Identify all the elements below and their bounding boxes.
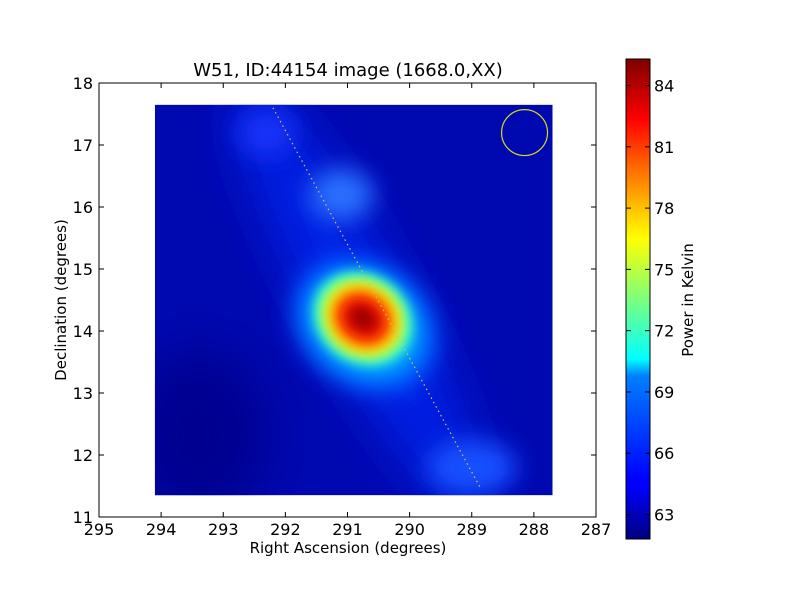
x-tick-label: 293 <box>208 520 239 539</box>
colorbar-tick-label: 81 <box>654 138 674 157</box>
colorbar-label: Power in Kelvin <box>679 243 697 357</box>
x-tick-label: 291 <box>332 520 363 539</box>
x-tick-label: 289 <box>456 520 487 539</box>
colorbar-tick-label: 75 <box>654 260 674 279</box>
x-tick-label: 294 <box>146 520 177 539</box>
y-tick-label: 11 <box>73 508 93 527</box>
y-axis: 11 12 13 14 15 16 17 18 <box>73 74 596 527</box>
colorbar-scale <box>625 58 651 540</box>
colorbar-tick-label: 66 <box>654 444 674 463</box>
colorbar-tick-label: 72 <box>654 322 674 341</box>
x-axis: 295 294 293 292 291 290 289 288 287 <box>84 83 612 539</box>
x-axis-label: Right Ascension (degrees) <box>250 539 447 557</box>
y-tick-label: 13 <box>73 384 93 403</box>
y-tick-label: 16 <box>73 198 93 217</box>
y-tick-label: 14 <box>73 322 93 341</box>
beam-circle <box>500 109 549 157</box>
colorbar-tick-label: 69 <box>654 383 674 402</box>
x-tick-label: 287 <box>581 520 612 539</box>
y-tick-label: 18 <box>73 74 93 93</box>
y-axis-label: Declination (degrees) <box>52 219 70 381</box>
x-tick-label: 288 <box>519 520 550 539</box>
colorbar: 63 66 69 72 75 78 81 84 Power in Kelvin <box>625 58 697 540</box>
y-tick-label: 17 <box>73 136 93 155</box>
colorbar-tick-label: 78 <box>654 199 674 218</box>
colorbar-tick-label: 63 <box>654 505 674 524</box>
y-tick-label: 12 <box>73 446 93 465</box>
x-tick-label: 292 <box>270 520 301 539</box>
x-tick-label: 295 <box>84 520 115 539</box>
chart-title: W51, ID:44154 image (1668.0,XX) <box>193 60 503 81</box>
heatmap-image <box>154 104 553 496</box>
colorbar-tick-label: 84 <box>654 77 674 96</box>
y-tick-label: 15 <box>73 260 93 279</box>
x-tick-label: 290 <box>394 520 425 539</box>
